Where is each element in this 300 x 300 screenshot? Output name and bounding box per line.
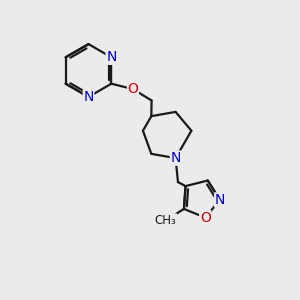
Text: N: N [83, 90, 94, 104]
Text: CH₃: CH₃ [155, 214, 176, 227]
Text: N: N [215, 193, 225, 207]
Text: O: O [200, 211, 211, 224]
Text: N: N [170, 151, 181, 165]
Text: O: O [128, 82, 138, 96]
Text: N: N [106, 50, 117, 64]
